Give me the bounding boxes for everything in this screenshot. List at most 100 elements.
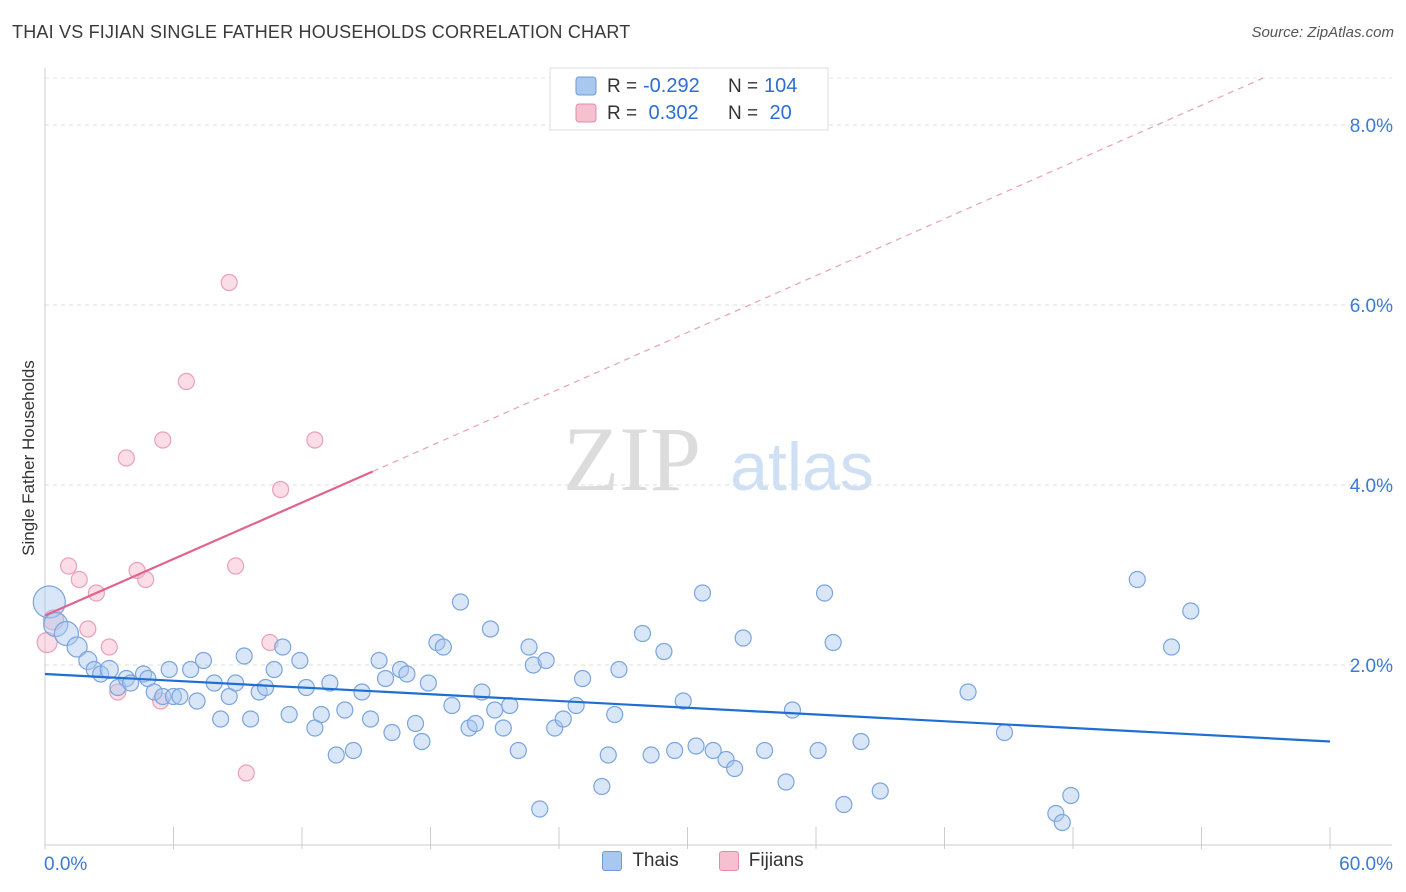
thais-point-4 bbox=[78, 650, 98, 671]
y-axis-label: Single Father Households bbox=[19, 360, 38, 556]
thais-point-75 bbox=[642, 746, 660, 764]
axes bbox=[44, 68, 1392, 849]
fijians-point-6 bbox=[100, 638, 118, 656]
thais-point-82 bbox=[717, 750, 735, 769]
legend-thais-r-label: R = bbox=[607, 76, 637, 97]
watermark-zip: ZIP bbox=[563, 408, 701, 510]
thais-point-57 bbox=[481, 620, 500, 638]
legend-fijians-n-value: 20 bbox=[764, 102, 792, 124]
thais-point-72 bbox=[606, 705, 624, 724]
thais-point-42 bbox=[370, 651, 388, 670]
thais-point-41 bbox=[361, 710, 380, 728]
thais-point-52 bbox=[443, 696, 461, 715]
fijians-point-15 bbox=[227, 557, 245, 575]
fijians-point-13 bbox=[177, 372, 195, 391]
thais-point-91 bbox=[835, 795, 853, 814]
x-tick-label-0: 0.0% bbox=[44, 854, 87, 875]
thais-point-25 bbox=[235, 647, 253, 665]
watermark: ZIP atlas bbox=[563, 408, 874, 510]
watermark-atlas: atlas bbox=[730, 429, 874, 505]
thais-point-49 bbox=[419, 674, 437, 692]
thais-point-100 bbox=[1162, 638, 1181, 656]
thais-point-63 bbox=[524, 656, 542, 674]
thais-point-13 bbox=[145, 683, 163, 701]
thais-point-15 bbox=[160, 660, 178, 679]
thais-point-17 bbox=[171, 687, 189, 706]
thais-point-81 bbox=[704, 741, 722, 760]
thais-point-60 bbox=[501, 696, 519, 715]
thais-point-65 bbox=[537, 651, 555, 670]
thais-point-70 bbox=[593, 777, 611, 796]
thais-point-22 bbox=[212, 710, 230, 728]
thais-point-79 bbox=[687, 737, 705, 755]
thais-point-53 bbox=[451, 593, 470, 611]
legend-thais-r-value: -0.292 bbox=[643, 75, 700, 97]
fijians-trend-extension bbox=[372, 77, 1264, 473]
thais-point-92 bbox=[852, 732, 870, 751]
thais-point-44 bbox=[383, 723, 401, 742]
legend-fijians-swatch bbox=[575, 103, 597, 123]
thais-point-62 bbox=[520, 638, 538, 656]
thais-point-90 bbox=[824, 633, 842, 652]
thais-point-83 bbox=[726, 759, 744, 778]
thais-point-1 bbox=[43, 611, 69, 638]
thais-point-97 bbox=[1053, 813, 1071, 832]
legend-thais-label: Thais bbox=[632, 850, 679, 871]
gridlines bbox=[45, 77, 1392, 666]
fijians-point-2 bbox=[59, 557, 78, 575]
thais-point-30 bbox=[274, 638, 292, 656]
legend-bottom: Thais Fijians bbox=[0, 850, 1406, 872]
thais-point-95 bbox=[995, 723, 1014, 742]
source-label: Source: ZipAtlas.com bbox=[1251, 24, 1394, 41]
x-tick-labels: 0.0% 60.0% bbox=[44, 854, 1393, 875]
legend-thais-n-label: N = bbox=[728, 76, 758, 97]
thais-point-26 bbox=[242, 710, 260, 728]
legend-item-fijians: Fijians bbox=[718, 850, 804, 872]
y-tick-label-2: 6.0% bbox=[1350, 296, 1393, 317]
thais-point-68 bbox=[567, 696, 585, 715]
thais-point-66 bbox=[546, 719, 564, 737]
legend-fijians-n-label: N = bbox=[728, 103, 758, 124]
thais-point-64 bbox=[531, 800, 549, 818]
thais-point-86 bbox=[777, 773, 795, 791]
thais-point-3 bbox=[66, 636, 88, 658]
thais-point-28 bbox=[256, 678, 275, 697]
fijians-point-18 bbox=[271, 480, 290, 499]
thais-point-94 bbox=[959, 683, 977, 701]
thais-point-39 bbox=[344, 741, 362, 760]
thais-point-67 bbox=[554, 710, 572, 728]
thais-point-19 bbox=[188, 692, 206, 710]
fijians-point-19 bbox=[306, 431, 324, 449]
thais-point-58 bbox=[486, 701, 504, 719]
y-tick-label-3: 8.0% bbox=[1350, 116, 1393, 137]
thais-swatch bbox=[602, 851, 623, 871]
thais-point-99 bbox=[1128, 570, 1146, 589]
thais-points bbox=[32, 570, 1200, 832]
fijians-swatch bbox=[718, 851, 739, 871]
thais-point-85 bbox=[755, 741, 774, 760]
thais-point-7 bbox=[99, 659, 119, 680]
thais-point-8 bbox=[109, 678, 127, 697]
thais-point-59 bbox=[494, 719, 512, 737]
thais-point-16 bbox=[164, 687, 183, 706]
fijians-point-17 bbox=[261, 633, 279, 652]
thais-point-18 bbox=[182, 660, 200, 679]
fijians-point-5 bbox=[79, 620, 97, 638]
x-tick-label-1: 60.0% bbox=[1339, 854, 1393, 875]
legend-item-thais: Thais bbox=[602, 850, 679, 872]
thais-point-37 bbox=[327, 746, 345, 764]
fijians-point-16 bbox=[237, 764, 255, 782]
thais-point-31 bbox=[280, 705, 298, 724]
thais-trend-line bbox=[44, 672, 1331, 743]
thais-point-43 bbox=[376, 669, 395, 688]
legend-thais-n-value: 104 bbox=[764, 75, 797, 97]
legend-thais-swatch bbox=[575, 76, 597, 96]
thais-point-80 bbox=[693, 584, 712, 602]
fijians-point-12 bbox=[154, 431, 172, 449]
thais-point-55 bbox=[466, 714, 485, 733]
y-tick-label-1: 4.0% bbox=[1350, 476, 1393, 497]
thais-point-51 bbox=[434, 638, 452, 656]
thais-point-46 bbox=[398, 665, 416, 683]
chart-title: THAI VS FIJIAN SINGLE FATHER HOUSEHOLDS … bbox=[12, 22, 631, 42]
